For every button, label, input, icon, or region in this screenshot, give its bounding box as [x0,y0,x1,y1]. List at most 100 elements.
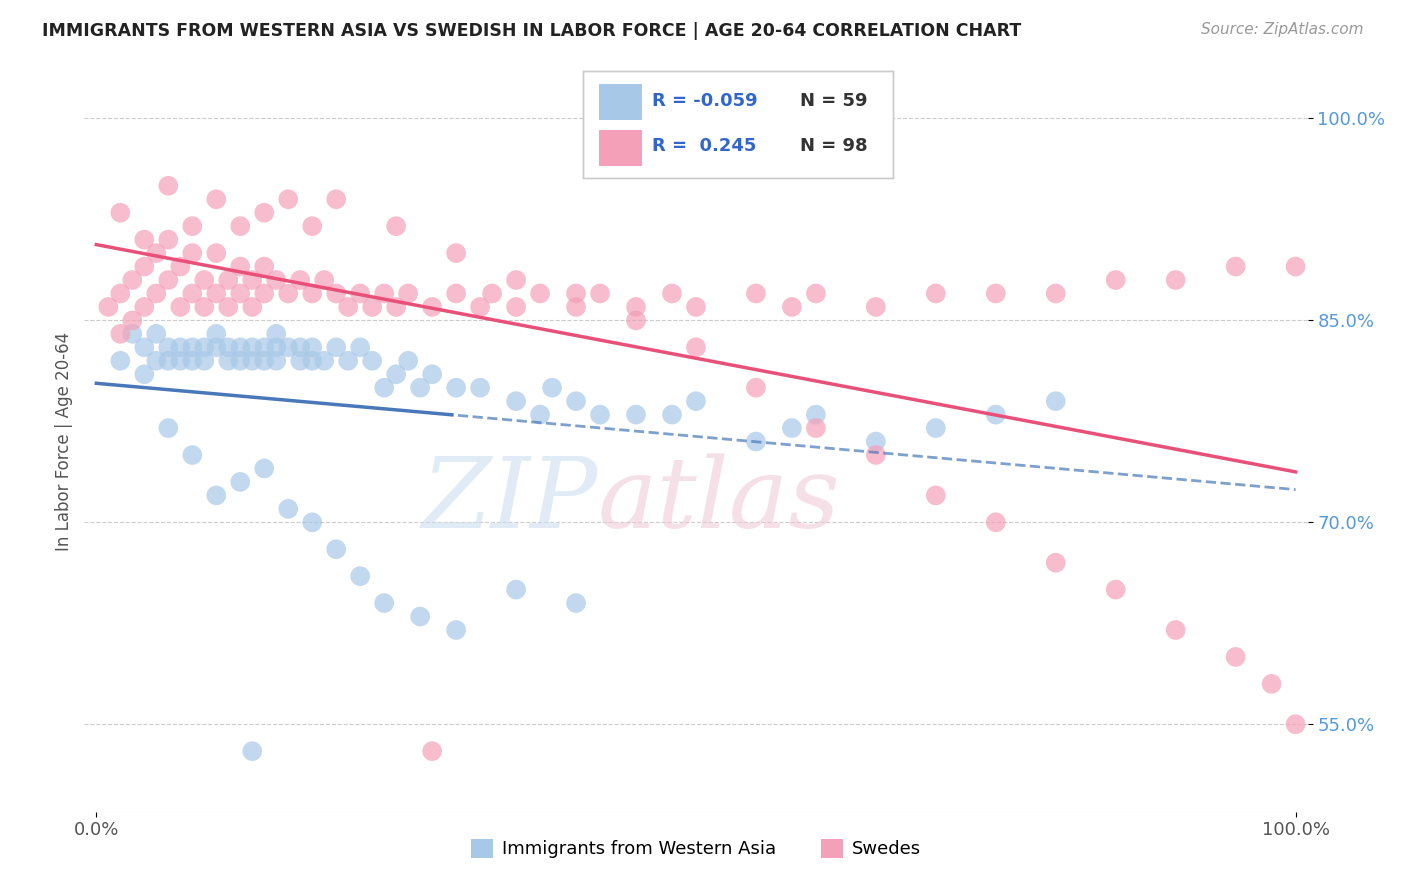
Text: N = 59: N = 59 [800,93,868,111]
Text: R =  0.245: R = 0.245 [651,137,756,155]
Point [984,516,1007,530]
Point [253,353,276,368]
Point [277,340,299,354]
Point [396,353,419,368]
Point [229,475,252,489]
Point [1045,286,1067,301]
Point [277,192,299,206]
Point [157,178,180,193]
Point [181,219,204,234]
Point [396,286,419,301]
Point [181,246,204,260]
Point [505,273,527,287]
Point [745,434,768,449]
Point [589,286,612,301]
Point [325,286,347,301]
Point [361,300,384,314]
Point [589,408,612,422]
Text: Source: ZipAtlas.com: Source: ZipAtlas.com [1201,22,1364,37]
Point [145,286,167,301]
Point [193,273,215,287]
Point [121,313,143,327]
Point [409,609,432,624]
Point [134,300,156,314]
Point [444,623,467,637]
Point [984,408,1007,422]
Point [468,381,491,395]
Point [205,192,228,206]
Point [420,368,443,382]
Point [134,260,156,274]
Point [169,353,191,368]
Point [865,448,887,462]
Point [240,353,263,368]
Point [505,300,527,314]
Point [264,353,287,368]
Point [253,461,276,475]
Point [301,219,323,234]
Point [277,501,299,516]
Point [349,286,371,301]
Point [157,233,180,247]
Point [157,353,180,368]
Point [290,353,312,368]
Point [205,246,228,260]
Point [145,326,167,341]
Point [565,596,588,610]
Point [804,286,827,301]
Point [240,273,263,287]
Point [865,300,887,314]
Point [325,542,347,557]
Point [121,326,143,341]
Point [444,246,467,260]
Point [1105,582,1128,597]
Point [1284,260,1306,274]
Point [169,300,191,314]
Point [661,286,683,301]
Point [134,233,156,247]
Point [301,353,323,368]
Point [624,313,647,327]
Point [468,300,491,314]
Point [1225,260,1247,274]
Text: IMMIGRANTS FROM WESTERN ASIA VS SWEDISH IN LABOR FORCE | AGE 20-64 CORRELATION C: IMMIGRANTS FROM WESTERN ASIA VS SWEDISH … [42,22,1021,40]
Point [385,300,408,314]
Point [205,326,228,341]
Y-axis label: In Labor Force | Age 20-64: In Labor Force | Age 20-64 [55,332,73,551]
Point [349,340,371,354]
Point [217,300,239,314]
Point [804,421,827,435]
Point [217,340,239,354]
FancyBboxPatch shape [599,84,643,120]
Point [229,260,252,274]
Point [1045,556,1067,570]
Point [193,340,215,354]
Point [134,368,156,382]
Point [1164,623,1187,637]
Point [157,273,180,287]
Point [181,286,204,301]
Point [325,340,347,354]
Point [325,192,347,206]
Point [373,286,395,301]
Point [745,381,768,395]
Point [240,340,263,354]
Point [205,340,228,354]
Point [205,488,228,502]
Point [1284,717,1306,731]
Point [253,340,276,354]
Point [229,286,252,301]
Point [420,300,443,314]
Point [337,300,360,314]
Point [984,286,1007,301]
Point [529,286,551,301]
Point [253,205,276,219]
Point [314,273,336,287]
Point [193,300,215,314]
Point [925,286,948,301]
Point [409,381,432,395]
FancyBboxPatch shape [599,130,643,166]
Point [264,273,287,287]
Point [385,219,408,234]
Point [110,205,132,219]
